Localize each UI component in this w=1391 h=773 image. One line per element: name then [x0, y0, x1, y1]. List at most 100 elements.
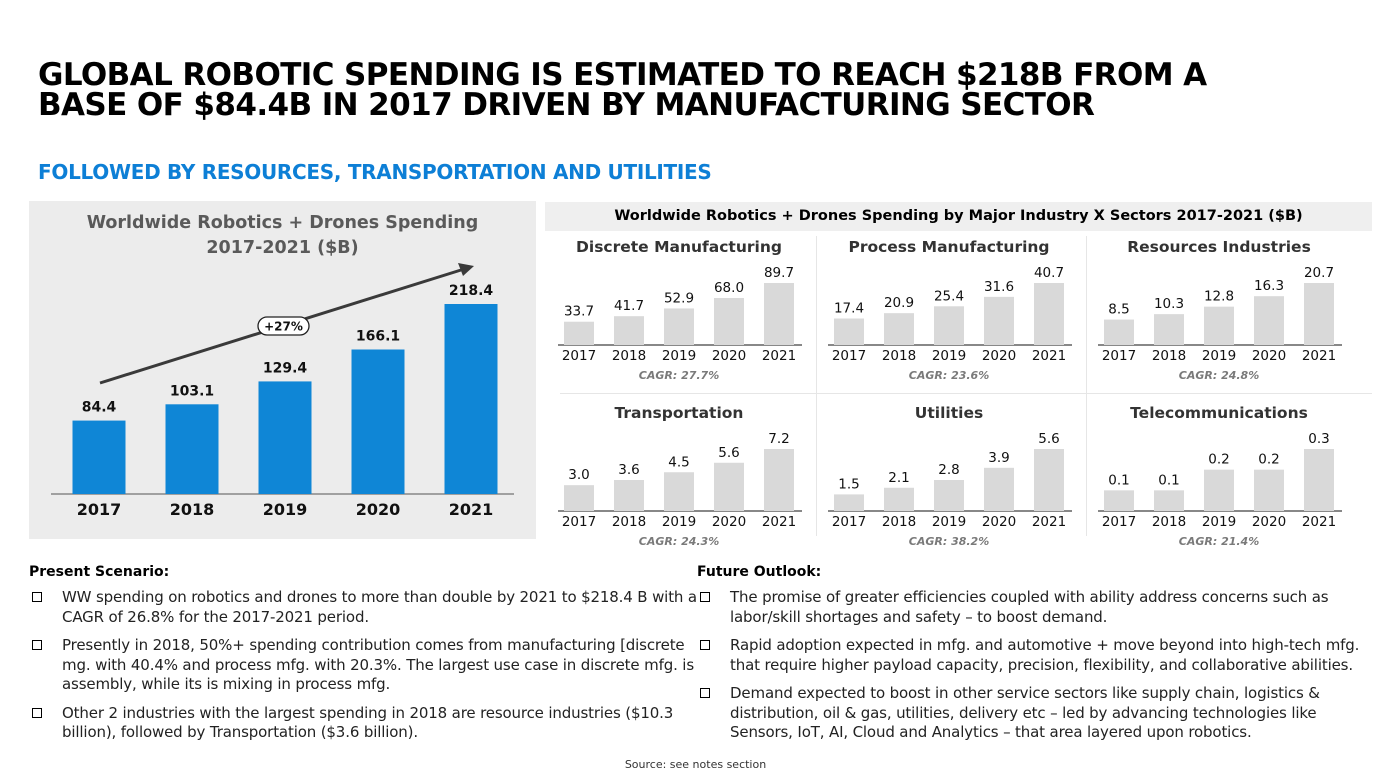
cagr-label: CAGR: 24.8% [1179, 369, 1259, 382]
sector-chart-header: Worldwide Robotics + Drones Spending by … [545, 202, 1372, 231]
bar-value-label: 68.0 [714, 280, 744, 296]
bullet-text: The promise of greater efficiencies coup… [730, 588, 1329, 626]
total-spending-chart-title: Worldwide Robotics + Drones Spending 201… [29, 211, 536, 261]
sector-bar-chart: 17.4 2017 20.9 2018 25.4 2019 31.6 2020 40.7 2021… [828, 265, 1072, 382]
x-tick-label: 2017 [562, 348, 596, 364]
future-bullet: The promise of greater efficiencies coup… [697, 588, 1367, 627]
x-tick-label: 2019 [932, 348, 966, 364]
x-tick-label: 2021 [762, 514, 796, 530]
x-tick-label: 2019 [932, 514, 966, 530]
sector-bar [1204, 306, 1234, 345]
source-note: Source: see notes section [624, 758, 767, 771]
bar-value-label: 103.1 [170, 383, 214, 399]
cagr-label: CAGR: 38.2% [909, 535, 989, 548]
x-tick-label: 2017 [562, 514, 596, 530]
bar-2017 [72, 420, 126, 494]
bar-value-label: 0.2 [1208, 452, 1229, 468]
bar-value-label: 31.6 [984, 279, 1014, 295]
cagr-label: CAGR: 21.4% [1179, 535, 1259, 548]
sector-chart-telecommunications: Telecommunications 0.1 2017 0.1 2018 0.2 2019 0… [1084, 404, 1354, 564]
x-tick-label: 2017 [77, 500, 122, 519]
future-outlook-section: Future Outlook: The promise of greater e… [697, 564, 1367, 752]
bar-value-label: 1.5 [838, 476, 859, 492]
sector-grid-divider [560, 393, 1372, 394]
sector-bar [614, 480, 644, 511]
bar-value-label: 3.9 [988, 450, 1009, 466]
bullet-text: Rapid adoption expected in mfg. and auto… [730, 636, 1360, 674]
sector-bar [564, 485, 594, 511]
x-tick-label: 2020 [1252, 348, 1286, 364]
sector-bar-chart: 1.5 2017 2.1 2018 2.8 2019 3.9 2020 5.6 2021 CAGR:… [828, 431, 1072, 548]
bar-value-label: 33.7 [564, 304, 594, 320]
x-tick-label: 2018 [612, 514, 646, 530]
present-bullet: WW spending on robotics and drones to mo… [29, 588, 699, 627]
x-tick-label: 2018 [882, 348, 916, 364]
x-tick-label: 2019 [662, 348, 696, 364]
sector-bar [764, 449, 794, 511]
bar-value-label: 4.5 [668, 454, 689, 470]
sector-bar [884, 487, 914, 511]
x-tick-label: 2019 [1202, 514, 1236, 530]
sector-bar-chart: 33.7 2017 41.7 2018 52.9 2019 68.0 2020 89.7 2021… [558, 265, 802, 382]
x-tick-label: 2018 [612, 348, 646, 364]
sector-bar [934, 306, 964, 345]
checkbox-bullet-icon [32, 640, 42, 650]
bar-value-label: 129.4 [263, 360, 308, 376]
bullet-text: Demand expected to boost in other servic… [730, 684, 1320, 741]
sector-title: Utilities [914, 404, 984, 422]
x-tick-label: 2021 [1032, 514, 1066, 530]
bar-value-label: 10.3 [1154, 296, 1184, 312]
future-bullet: Demand expected to boost in other servic… [697, 684, 1367, 743]
sector-bar [764, 283, 794, 345]
bar-value-label: 17.4 [834, 300, 864, 316]
bar-value-label: 52.9 [664, 290, 694, 306]
bar-value-label: 12.8 [1204, 289, 1234, 305]
bullet-text: WW spending on robotics and drones to mo… [62, 588, 697, 626]
bar-2020 [351, 349, 405, 494]
bar-value-label: 3.6 [618, 462, 639, 478]
x-tick-label: 2017 [1102, 348, 1136, 364]
x-tick-label: 2019 [263, 500, 308, 519]
x-tick-label: 2020 [356, 500, 401, 519]
cagr-annotation-label: +27% [264, 320, 303, 334]
sector-bar [1254, 469, 1284, 511]
chart-title-line-1: Worldwide Robotics + Drones Spending [86, 213, 479, 233]
x-tick-label: 2017 [832, 348, 866, 364]
checkbox-bullet-icon [32, 592, 42, 602]
sector-grid-divider [1086, 236, 1087, 536]
sector-bar [934, 480, 964, 511]
total-spending-chart-panel: Worldwide Robotics + Drones Spending 201… [29, 201, 536, 539]
sector-chart-discrete-manufacturing: Discrete Manufacturing 33.7 2017 41.7 2018 52… [544, 238, 814, 398]
bar-value-label: 0.2 [1258, 452, 1279, 468]
x-tick-label: 2020 [982, 514, 1016, 530]
sector-bar [1104, 319, 1134, 345]
x-tick-label: 2021 [449, 500, 494, 519]
sector-bar [984, 467, 1014, 511]
x-tick-label: 2018 [1152, 348, 1186, 364]
bar-value-label: 3.0 [568, 467, 589, 483]
page-title: GLOBAL ROBOTIC SPENDING IS ESTIMATED TO … [38, 60, 1368, 121]
x-tick-label: 2020 [1252, 514, 1286, 530]
x-tick-label: 2018 [170, 500, 215, 519]
sector-chart-process-manufacturing: Process Manufacturing 17.4 2017 20.9 2018 25.… [814, 238, 1084, 398]
sector-bar [1104, 490, 1134, 511]
x-tick-label: 2020 [982, 348, 1016, 364]
bar-value-label: 20.7 [1304, 265, 1334, 281]
bar-value-label: 5.6 [718, 445, 739, 461]
sector-bar [1304, 449, 1334, 511]
checkbox-bullet-icon [700, 640, 710, 650]
cagr-label: CAGR: 24.3% [639, 535, 719, 548]
sector-bar [1154, 490, 1184, 511]
bar-value-label: 166.1 [356, 328, 400, 344]
future-bullet: Rapid adoption expected in mfg. and auto… [697, 636, 1367, 675]
sector-bar [714, 462, 744, 511]
bar-value-label: 0.1 [1158, 472, 1179, 488]
sector-grid-divider [816, 236, 817, 536]
total-spending-bar-chart: 84.4 2017 103.1 2018 129.4 2019 166.1 2020 218.4… [51, 263, 514, 519]
bar-value-label: 2.8 [938, 462, 959, 478]
bar-value-label: 40.7 [1034, 265, 1064, 281]
bar-value-label: 0.1 [1108, 472, 1129, 488]
sector-bar [834, 494, 864, 511]
page-subtitle: FOLLOWED BY RESOURCES, TRANSPORTATION AN… [38, 160, 712, 184]
bar-2018 [165, 404, 219, 494]
